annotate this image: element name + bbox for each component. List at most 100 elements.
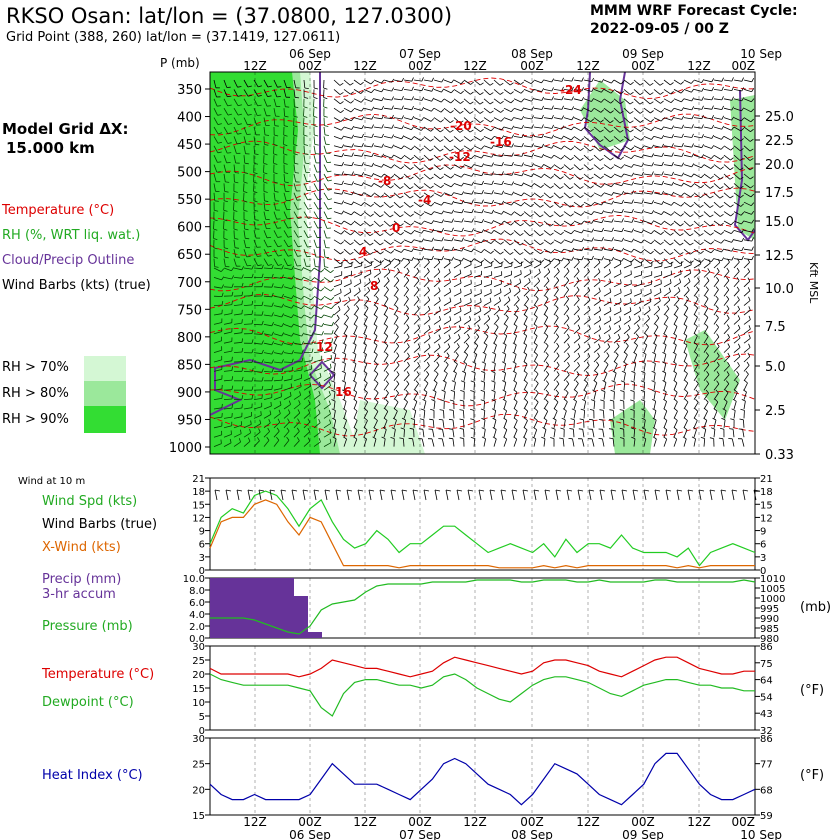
wind-barb [493,145,502,149]
wind-barb [403,248,412,252]
wind-barb [543,89,552,92]
wind-barb-flag [559,186,564,189]
wind-barb [333,89,341,95]
wind-barb [463,220,472,223]
wind-barb-flag [366,295,370,300]
wind-barb-flag [224,256,229,259]
wind-barb-flag [420,221,425,225]
wind-barb-flag [520,202,525,207]
wind-10m-barb [533,489,537,501]
wind-barb [363,438,367,447]
wind-barb-flag [711,96,714,101]
wind-barb-flag [327,198,333,201]
wind-barb-flag [540,259,545,263]
wind-barb-flag [459,307,462,312]
wind-barb-flag [341,135,345,140]
wind-barb [733,299,740,306]
wind-barb [443,391,446,400]
wind-barb [543,401,549,410]
wind-barb [703,438,706,447]
wind-barb-flag [700,184,704,189]
wind-barb [523,230,531,237]
wind-barb [333,183,342,185]
wind-barb [493,183,502,185]
wind-barb-flag [550,241,554,245]
wind-barb [733,392,738,400]
wind-barb [303,145,305,154]
wind-barb-flag [695,295,699,300]
pressure-y-tick-label: 980 [760,634,779,645]
wind-barb [273,89,278,98]
wind-barb-flag [241,319,243,324]
wind-barb [373,98,382,102]
wind-barb [593,136,601,142]
wind-barb-flag [661,190,665,195]
height-tick-label: 12.5 [765,249,794,264]
wind-barb-flag [352,361,357,365]
wind-barb-flag [307,437,311,442]
wind-barb-flag [480,408,485,411]
wind-barb [363,154,372,157]
wind-barb-flag [631,172,635,177]
wind-barb-flag [385,370,389,375]
wind-barb [493,107,501,113]
wind-barb [253,361,262,364]
wind-barb-flag [727,352,731,357]
wind-barb-flag [620,147,624,151]
wind-barb-flag [556,371,560,375]
wind-barb [503,363,506,372]
wind-barb [523,392,529,400]
wind-barb-flag [520,90,525,94]
wind-barb-flag [721,105,724,110]
wind-barb [433,300,441,306]
wind-barb-flag [747,277,751,282]
wind-barb-flag [419,418,424,421]
wind-barb [443,230,452,232]
wind-barb [493,154,502,157]
wind-barb [413,239,422,243]
wind-barb [523,248,531,255]
wind-barb [493,117,502,122]
wind-barb-flag [461,247,465,252]
wind-barb [713,79,722,82]
wind-barb [633,239,642,244]
wind-barb [623,363,627,372]
wind-barb-flag [566,380,570,385]
wind-10m-barb-flag [654,489,661,492]
wind-barb [453,337,461,344]
wind-barb [543,374,550,382]
wind-barb-flag [659,251,664,255]
wind-barb [373,420,378,428]
wind-barb [243,415,252,419]
wind-barb-flag [340,288,342,293]
wind-barb-flag [471,228,475,233]
wind-barb [343,300,351,306]
wind-barb-flag [261,282,264,287]
wind-barb [293,305,302,310]
wind-barb [653,309,660,316]
wind-barb-flag [510,99,515,104]
wind-barb [503,201,512,206]
wind-barb-flag [503,408,507,412]
wind-barb-flag [674,314,678,318]
wind-y2-tick-label: 3 [760,553,766,564]
wind-barb [493,410,497,419]
wind-barb-flag [590,118,595,122]
wind-barb-flag [621,199,624,204]
wind-barb [673,201,682,207]
wind-barb [213,230,215,239]
wind-barb-flag [497,305,501,310]
wind-barb-flag [391,87,395,92]
wind-barb-flag [213,228,218,231]
wind-barb [433,364,440,372]
wind-barb [373,392,379,400]
wind-barb [733,126,742,132]
wind-barb-flag [276,427,280,432]
wind-barb-flag [539,233,544,237]
wind-barb [553,346,560,353]
wind-barb [743,126,751,133]
wind-barb-flag [369,242,374,246]
wind-barb [323,89,325,98]
wind-barb-flag [588,306,591,311]
wind-barb [513,354,517,363]
